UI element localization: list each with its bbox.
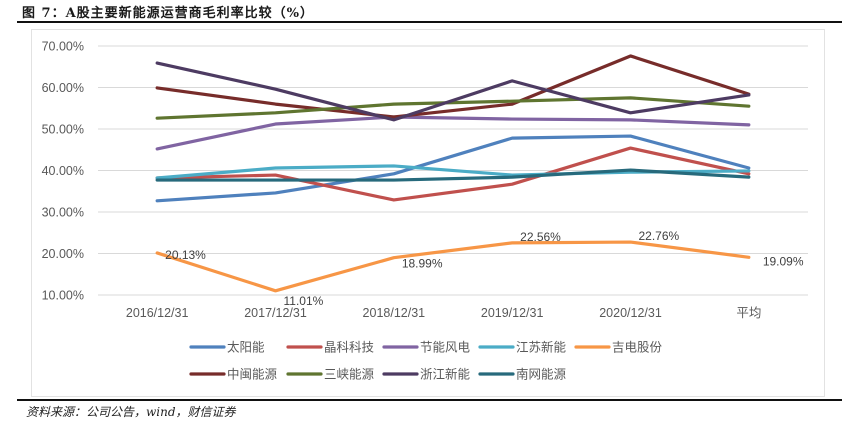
legend-item: 三峡能源	[286, 367, 375, 382]
data-label: 22.76%	[639, 229, 680, 243]
series-line-1	[155, 134, 751, 203]
data-labels: 20.13% 11.01% 18.99% 22.56% 22.76% 19.09%	[165, 229, 804, 308]
y-tick-label: 40.00%	[42, 164, 84, 178]
x-tick-label: 2018/12/31	[363, 306, 426, 320]
series-line-8	[155, 61, 751, 122]
data-label: 22.56%	[520, 230, 561, 244]
series-line-3	[155, 115, 751, 151]
legend-label: 节能风电	[420, 340, 471, 355]
legend-item: 晶科科技	[286, 340, 375, 355]
y-tick-label: 70.00%	[42, 40, 84, 54]
data-label: 11.01%	[284, 294, 324, 308]
legend-label: 太阳能	[227, 340, 265, 355]
legend-item: 节能风电	[382, 340, 471, 355]
x-tick-label: 2019/12/31	[481, 306, 544, 320]
y-tick-label: 50.00%	[42, 123, 84, 137]
legend-item: 浙江新能	[382, 367, 471, 382]
y-tick-label: 60.00%	[42, 81, 84, 95]
legend-item: 太阳能	[189, 340, 265, 355]
data-label: 19.09%	[763, 254, 804, 268]
legend-item: 吉电股份	[574, 340, 663, 355]
series-line-2	[155, 146, 751, 202]
y-axis-ticks: 10.00% 20.00% 30.00% 40.00% 50.00% 60.00% 70.0…	[42, 40, 84, 303]
x-axis-ticks: 2016/12/31 2017/12/31 2018/12/31 2019/12/31…	[126, 306, 761, 320]
legend-label: 中闽能源	[227, 367, 278, 382]
series-line-6	[155, 54, 751, 119]
x-tick-label: 2017/12/31	[244, 306, 307, 320]
legend-label: 吉电股份	[612, 340, 663, 355]
series-line-5	[155, 240, 751, 293]
x-tick-label: 平均	[736, 306, 761, 320]
x-tick-label: 2016/12/31	[126, 306, 189, 320]
series-line-9	[155, 168, 751, 182]
data-label: 18.99%	[402, 257, 443, 271]
legend-item: 江苏新能	[478, 340, 567, 355]
legend-label: 江苏新能	[516, 340, 567, 355]
source-note: 资料来源：公司公告，wind，财信证券	[26, 405, 236, 419]
y-tick-label: 10.00%	[42, 289, 84, 303]
legend-item: 中闽能源	[189, 367, 278, 382]
data-label: 20.13%	[165, 248, 206, 262]
legend-label: 南网能源	[516, 367, 567, 382]
y-tick-label: 20.00%	[42, 247, 84, 261]
legend-label: 浙江新能	[420, 367, 471, 382]
figure-title: 图 7：A股主要新能源运营商毛利率比较（%）	[22, 6, 315, 21]
series-line-7	[155, 96, 751, 120]
legend-item: 南网能源	[478, 367, 567, 382]
y-tick-label: 30.00%	[42, 206, 84, 220]
title-rule	[17, 21, 842, 23]
legend-label: 晶科科技	[324, 340, 375, 355]
x-tick-label: 2020/12/31	[599, 306, 662, 320]
source-rule	[17, 399, 842, 401]
series-lines	[155, 54, 751, 293]
legend-label: 三峡能源	[324, 367, 375, 382]
